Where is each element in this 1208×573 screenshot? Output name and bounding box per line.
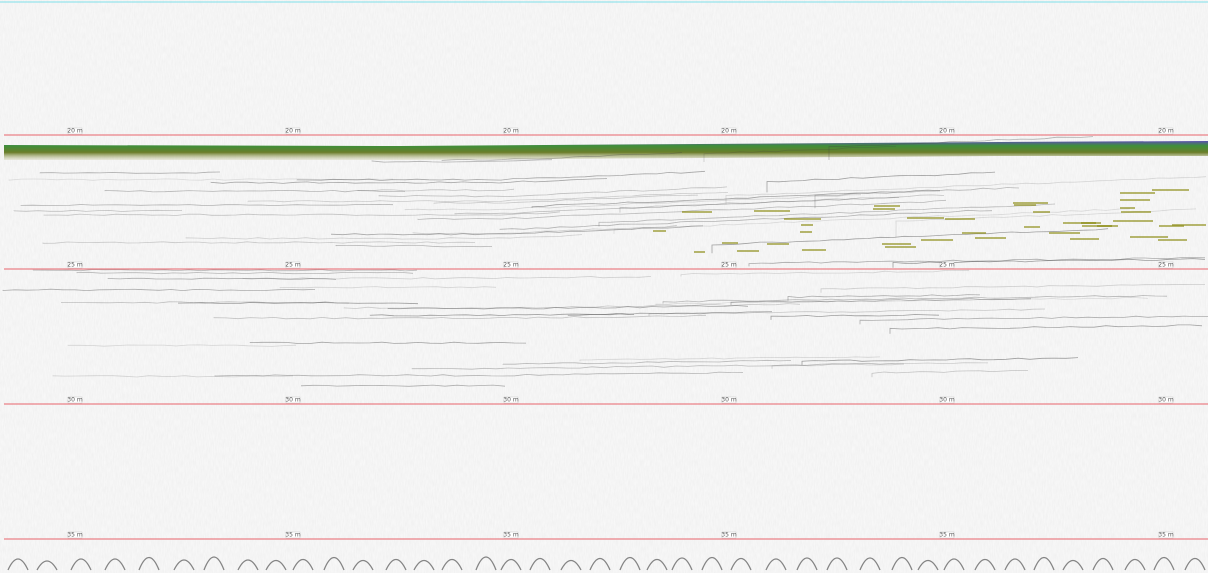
depth-label: 30 m	[285, 397, 301, 404]
amplitude-patch	[1152, 189, 1189, 191]
amplitude-patch	[874, 205, 900, 207]
depth-label: 25 m	[1158, 262, 1174, 269]
page: 20 m 20 m 20 m 20 m 20 m 20 m 25 m 25 m 25 m 25 m…	[0, 0, 1208, 573]
amplitude-patch	[907, 217, 944, 219]
depth-label: 25 m	[285, 262, 301, 269]
amplitude-patch	[1120, 199, 1150, 201]
seismic-profile: 20 m 20 m 20 m 20 m 20 m 20 m 25 m 25 m 25 m 25 m…	[0, 0, 1208, 573]
depth-label: 20 m	[503, 128, 519, 135]
amplitude-patch	[784, 218, 821, 220]
amplitude-patch	[1120, 192, 1155, 194]
amplitude-patch	[1172, 224, 1206, 226]
depth-label: 25 m	[67, 262, 83, 269]
depth-label: 35 m	[285, 532, 301, 539]
depth-label: 35 m	[67, 532, 83, 539]
depth-label: 30 m	[67, 397, 83, 404]
depth-label: 20 m	[1158, 128, 1174, 135]
amplitude-patch	[945, 218, 975, 220]
depth-label: 20 m	[939, 128, 955, 135]
depth-label: 20 m	[721, 128, 737, 135]
amplitude-patch	[1049, 232, 1080, 234]
amplitude-patch	[694, 251, 705, 253]
amplitude-patch	[767, 243, 789, 245]
amplitude-patch	[1014, 204, 1036, 206]
amplitude-patch	[1013, 202, 1048, 204]
amplitude-patch	[1121, 211, 1151, 213]
amplitude-patch	[801, 224, 813, 226]
amplitude-patch	[682, 211, 712, 213]
depth-label: 30 m	[939, 397, 955, 404]
depth-label: 25 m	[939, 262, 955, 269]
depth-label: 35 m	[1158, 532, 1174, 539]
depth-label: 30 m	[721, 397, 737, 404]
amplitude-patch	[962, 232, 986, 234]
amplitude-patch	[921, 239, 953, 241]
amplitude-patch	[885, 246, 916, 248]
depth-label: 30 m	[1158, 397, 1174, 404]
amplitude-patch	[754, 210, 790, 212]
depth-label: 25 m	[503, 262, 519, 269]
amplitude-patch	[1033, 211, 1050, 213]
amplitude-patch	[653, 230, 666, 232]
amplitude-patch	[800, 231, 812, 233]
amplitude-patch	[722, 242, 738, 244]
amplitude-patch	[1120, 207, 1135, 209]
amplitude-patch	[1070, 238, 1099, 240]
amplitude-patch	[882, 243, 911, 245]
depth-label: 35 m	[721, 532, 737, 539]
depth-label: 20 m	[67, 128, 83, 135]
amplitude-patch	[1130, 236, 1168, 238]
amplitude-patch	[975, 237, 1006, 239]
depth-label: 30 m	[503, 397, 519, 404]
amplitude-patch	[1063, 222, 1096, 224]
amplitude-patch	[1113, 220, 1153, 222]
depth-label: 35 m	[503, 532, 519, 539]
amplitude-patch	[1024, 226, 1040, 228]
amplitude-patch	[873, 208, 895, 210]
amplitude-patch	[802, 249, 826, 251]
amplitude-patch	[1158, 239, 1187, 241]
amplitude-patch	[737, 250, 759, 252]
amplitude-patch	[1097, 225, 1118, 227]
depth-label: 20 m	[285, 128, 301, 135]
depth-label: 35 m	[939, 532, 955, 539]
depth-label: 25 m	[721, 262, 737, 269]
